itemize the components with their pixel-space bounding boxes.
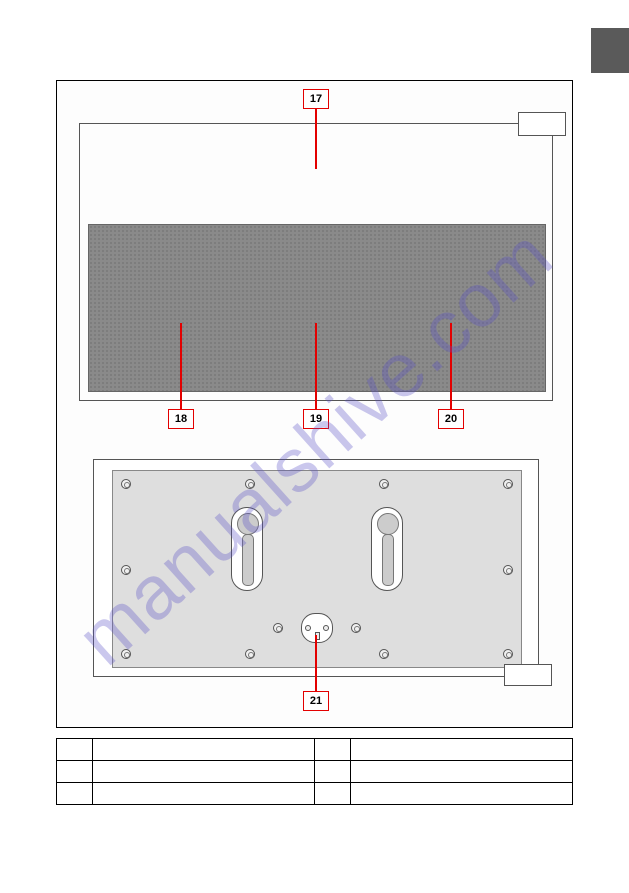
- unit-bottom-outlet: [504, 664, 552, 686]
- mesh-grille: [88, 224, 546, 392]
- callout-21-line: [315, 635, 317, 691]
- screw-icon: [503, 649, 513, 659]
- unit-top-outlet: [518, 112, 566, 136]
- callout-19-line: [315, 323, 317, 409]
- screw-icon: [273, 623, 283, 633]
- callout-21: 21: [303, 691, 329, 711]
- table-cell: [93, 739, 315, 761]
- callout-18: 18: [168, 409, 194, 429]
- parts-table: [56, 738, 573, 805]
- screw-icon: [503, 565, 513, 575]
- screw-icon: [503, 479, 513, 489]
- table-cell: [93, 761, 315, 783]
- table-cell: [57, 739, 93, 761]
- table-row: [57, 783, 573, 805]
- screw-icon: [351, 623, 361, 633]
- table-cell: [315, 739, 351, 761]
- screw-icon: [121, 479, 131, 489]
- table-cell: [57, 761, 93, 783]
- table-row: [57, 761, 573, 783]
- callout-18-line: [180, 323, 182, 409]
- power-socket: [301, 613, 333, 643]
- table-cell: [93, 783, 315, 805]
- screw-icon: [121, 649, 131, 659]
- inner-plate: [112, 470, 522, 668]
- callout-20: 20: [438, 409, 464, 429]
- screw-icon: [121, 565, 131, 575]
- table-cell: [315, 761, 351, 783]
- table-cell: [57, 783, 93, 805]
- screw-icon: [379, 479, 389, 489]
- figure-frame: 17 18 19 20: [56, 80, 573, 728]
- screw-icon: [245, 649, 255, 659]
- socket-pin-icon: [305, 625, 311, 631]
- table-cell: [351, 739, 573, 761]
- keyhole-left: [231, 507, 263, 591]
- page-tab: [591, 28, 629, 73]
- table-cell: [351, 783, 573, 805]
- socket-pin-icon: [323, 625, 329, 631]
- callout-17: 17: [303, 89, 329, 109]
- keyhole-right: [371, 507, 403, 591]
- table-row: [57, 739, 573, 761]
- callout-19: 19: [303, 409, 329, 429]
- callout-17-line: [315, 109, 317, 169]
- screw-icon: [245, 479, 255, 489]
- screw-icon: [379, 649, 389, 659]
- table-cell: [315, 783, 351, 805]
- table-cell: [351, 761, 573, 783]
- callout-20-line: [450, 323, 452, 409]
